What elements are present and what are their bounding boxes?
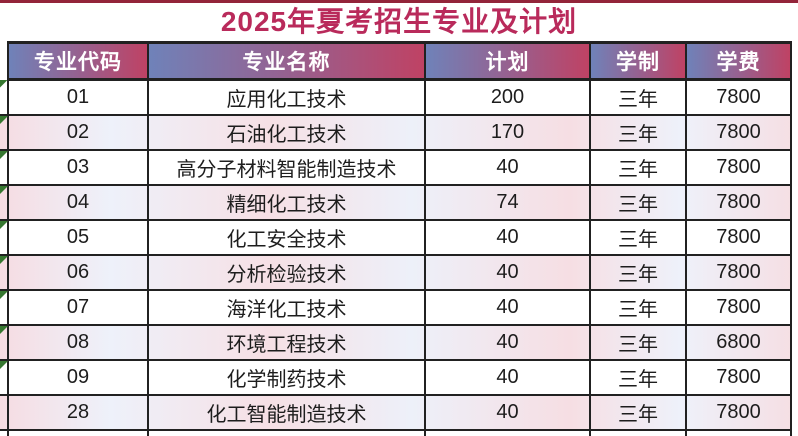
cell-plan: 74	[424, 184, 591, 221]
cell-plan	[424, 429, 591, 436]
cell-plan: 40	[424, 394, 591, 431]
row-gutter-cell	[0, 79, 8, 116]
cell-tuition: 7800	[685, 114, 792, 151]
cell-major-code: 04	[7, 184, 149, 221]
enrollment-plan-table: 专业代码 专业名称 计划 学制 学费 01 应用化工技术 200 三年 7800…	[0, 41, 792, 436]
page-title: 2025年夏考招生专业及计划	[220, 6, 578, 37]
cell-duration: 三年	[589, 254, 687, 291]
cell-tuition: 7800	[685, 359, 792, 396]
cell-duration: 三年	[589, 359, 687, 396]
cell-plan: 40	[424, 149, 591, 186]
cell-duration: 三年	[589, 289, 687, 326]
cell-tuition: 7800	[685, 184, 792, 221]
table-row: 08 环境工程技术 40 三年 6800	[0, 324, 792, 361]
cell-major-code: 01	[7, 78, 149, 116]
table-row: 28 化工智能制造技术 40 三年 7800	[0, 394, 792, 431]
row-gutter-cell	[0, 115, 8, 151]
cell-duration: 三年	[589, 324, 687, 361]
cell-major-name: 化工安全技术	[147, 219, 426, 256]
row-gutter-cell	[0, 150, 8, 186]
row-gutter-cell	[0, 220, 8, 256]
table-row: 02 石油化工技术 170 三年 7800	[0, 114, 792, 151]
cell-tuition	[685, 429, 792, 436]
cell-tuition: 7800	[685, 149, 792, 186]
cell-major-name: 分析检验技术	[147, 254, 426, 291]
column-header-plan: 计划	[424, 41, 591, 81]
cell-tuition: 7800	[685, 394, 792, 431]
cell-tuition: 7800	[685, 78, 792, 116]
row-gutter-cell	[0, 360, 8, 396]
column-header-duration: 学制	[589, 41, 687, 81]
cell-duration: 三年	[589, 184, 687, 221]
table-row: 03 高分子材料智能制造技术 40 三年 7800	[0, 149, 792, 186]
comment-marker-icon	[0, 79, 8, 88]
cell-plan: 170	[424, 114, 591, 151]
cell-tuition: 7800	[685, 289, 792, 326]
table-row: 01 应用化工技术 200 三年 7800	[0, 78, 792, 116]
column-header-major-code: 专业代码	[7, 41, 149, 81]
table-row: 07 海洋化工技术 40 三年 7800	[0, 289, 792, 326]
comment-marker-icon	[0, 116, 8, 124]
gutter-header-cell	[0, 42, 8, 80]
cell-tuition: 7800	[685, 219, 792, 256]
cell-major-code: 05	[7, 219, 149, 256]
cell-major-code: 03	[7, 149, 149, 186]
comment-marker-icon	[0, 256, 8, 264]
column-header-tuition: 学费	[685, 41, 792, 81]
cell-major-code: 09	[7, 359, 149, 396]
cell-duration	[589, 429, 687, 436]
cell-duration: 三年	[589, 114, 687, 151]
cell-major-code: 02	[7, 114, 149, 151]
cell-major-name: 高分子材料智能制造技术	[147, 149, 426, 186]
cell-major-code	[7, 429, 149, 436]
cell-duration: 三年	[589, 394, 687, 431]
table-row: 05 化工安全技术 40 三年 7800	[0, 219, 792, 256]
cell-major-code: 06	[7, 254, 149, 291]
cell-plan: 40	[424, 359, 591, 396]
header-row: 专业代码 专业名称 计划 学制 学费	[0, 41, 792, 81]
cell-plan: 40	[424, 254, 591, 291]
row-gutter-cell	[0, 290, 8, 326]
comment-marker-icon	[0, 221, 8, 229]
cell-major-name: 石油化工技术	[147, 114, 426, 151]
cell-plan: 40	[424, 324, 591, 361]
cell-major-name: 化工智能制造技术	[147, 394, 426, 431]
cell-major-code: 08	[7, 324, 149, 361]
cell-tuition: 7800	[685, 254, 792, 291]
cell-duration: 三年	[589, 219, 687, 256]
cell-major-code: 07	[7, 289, 149, 326]
cell-major-name: 环境工程技术	[147, 324, 426, 361]
table-row: 09 化学制药技术 40 三年 7800	[0, 359, 792, 396]
row-gutter-cell	[0, 325, 8, 361]
cell-plan: 200	[424, 78, 591, 116]
comment-marker-icon	[0, 186, 8, 194]
row-gutter-cell	[0, 185, 8, 221]
comment-marker-icon	[0, 291, 8, 299]
cell-major-code: 28	[7, 394, 149, 431]
cell-major-name	[147, 429, 426, 436]
row-gutter-cell	[0, 430, 8, 436]
comment-marker-icon	[0, 361, 8, 369]
cell-major-name: 化学制药技术	[147, 359, 426, 396]
top-accent-rule	[0, 0, 798, 3]
cell-plan: 40	[424, 219, 591, 256]
comment-marker-icon	[0, 151, 8, 159]
cell-tuition: 6800	[685, 324, 792, 361]
cell-duration: 三年	[589, 78, 687, 116]
cell-duration: 三年	[589, 149, 687, 186]
table-row-partial	[0, 429, 792, 436]
table-row: 06 分析检验技术 40 三年 7800	[0, 254, 792, 291]
comment-marker-icon	[0, 326, 8, 334]
cell-major-name: 海洋化工技术	[147, 289, 426, 326]
cell-plan: 40	[424, 289, 591, 326]
cell-major-name: 应用化工技术	[147, 78, 426, 116]
table-row: 04 精细化工技术 74 三年 7800	[0, 184, 792, 221]
cell-major-name: 精细化工技术	[147, 184, 426, 221]
row-gutter-cell	[0, 255, 8, 291]
column-header-major-name: 专业名称	[147, 41, 426, 81]
row-gutter-cell	[0, 395, 8, 431]
